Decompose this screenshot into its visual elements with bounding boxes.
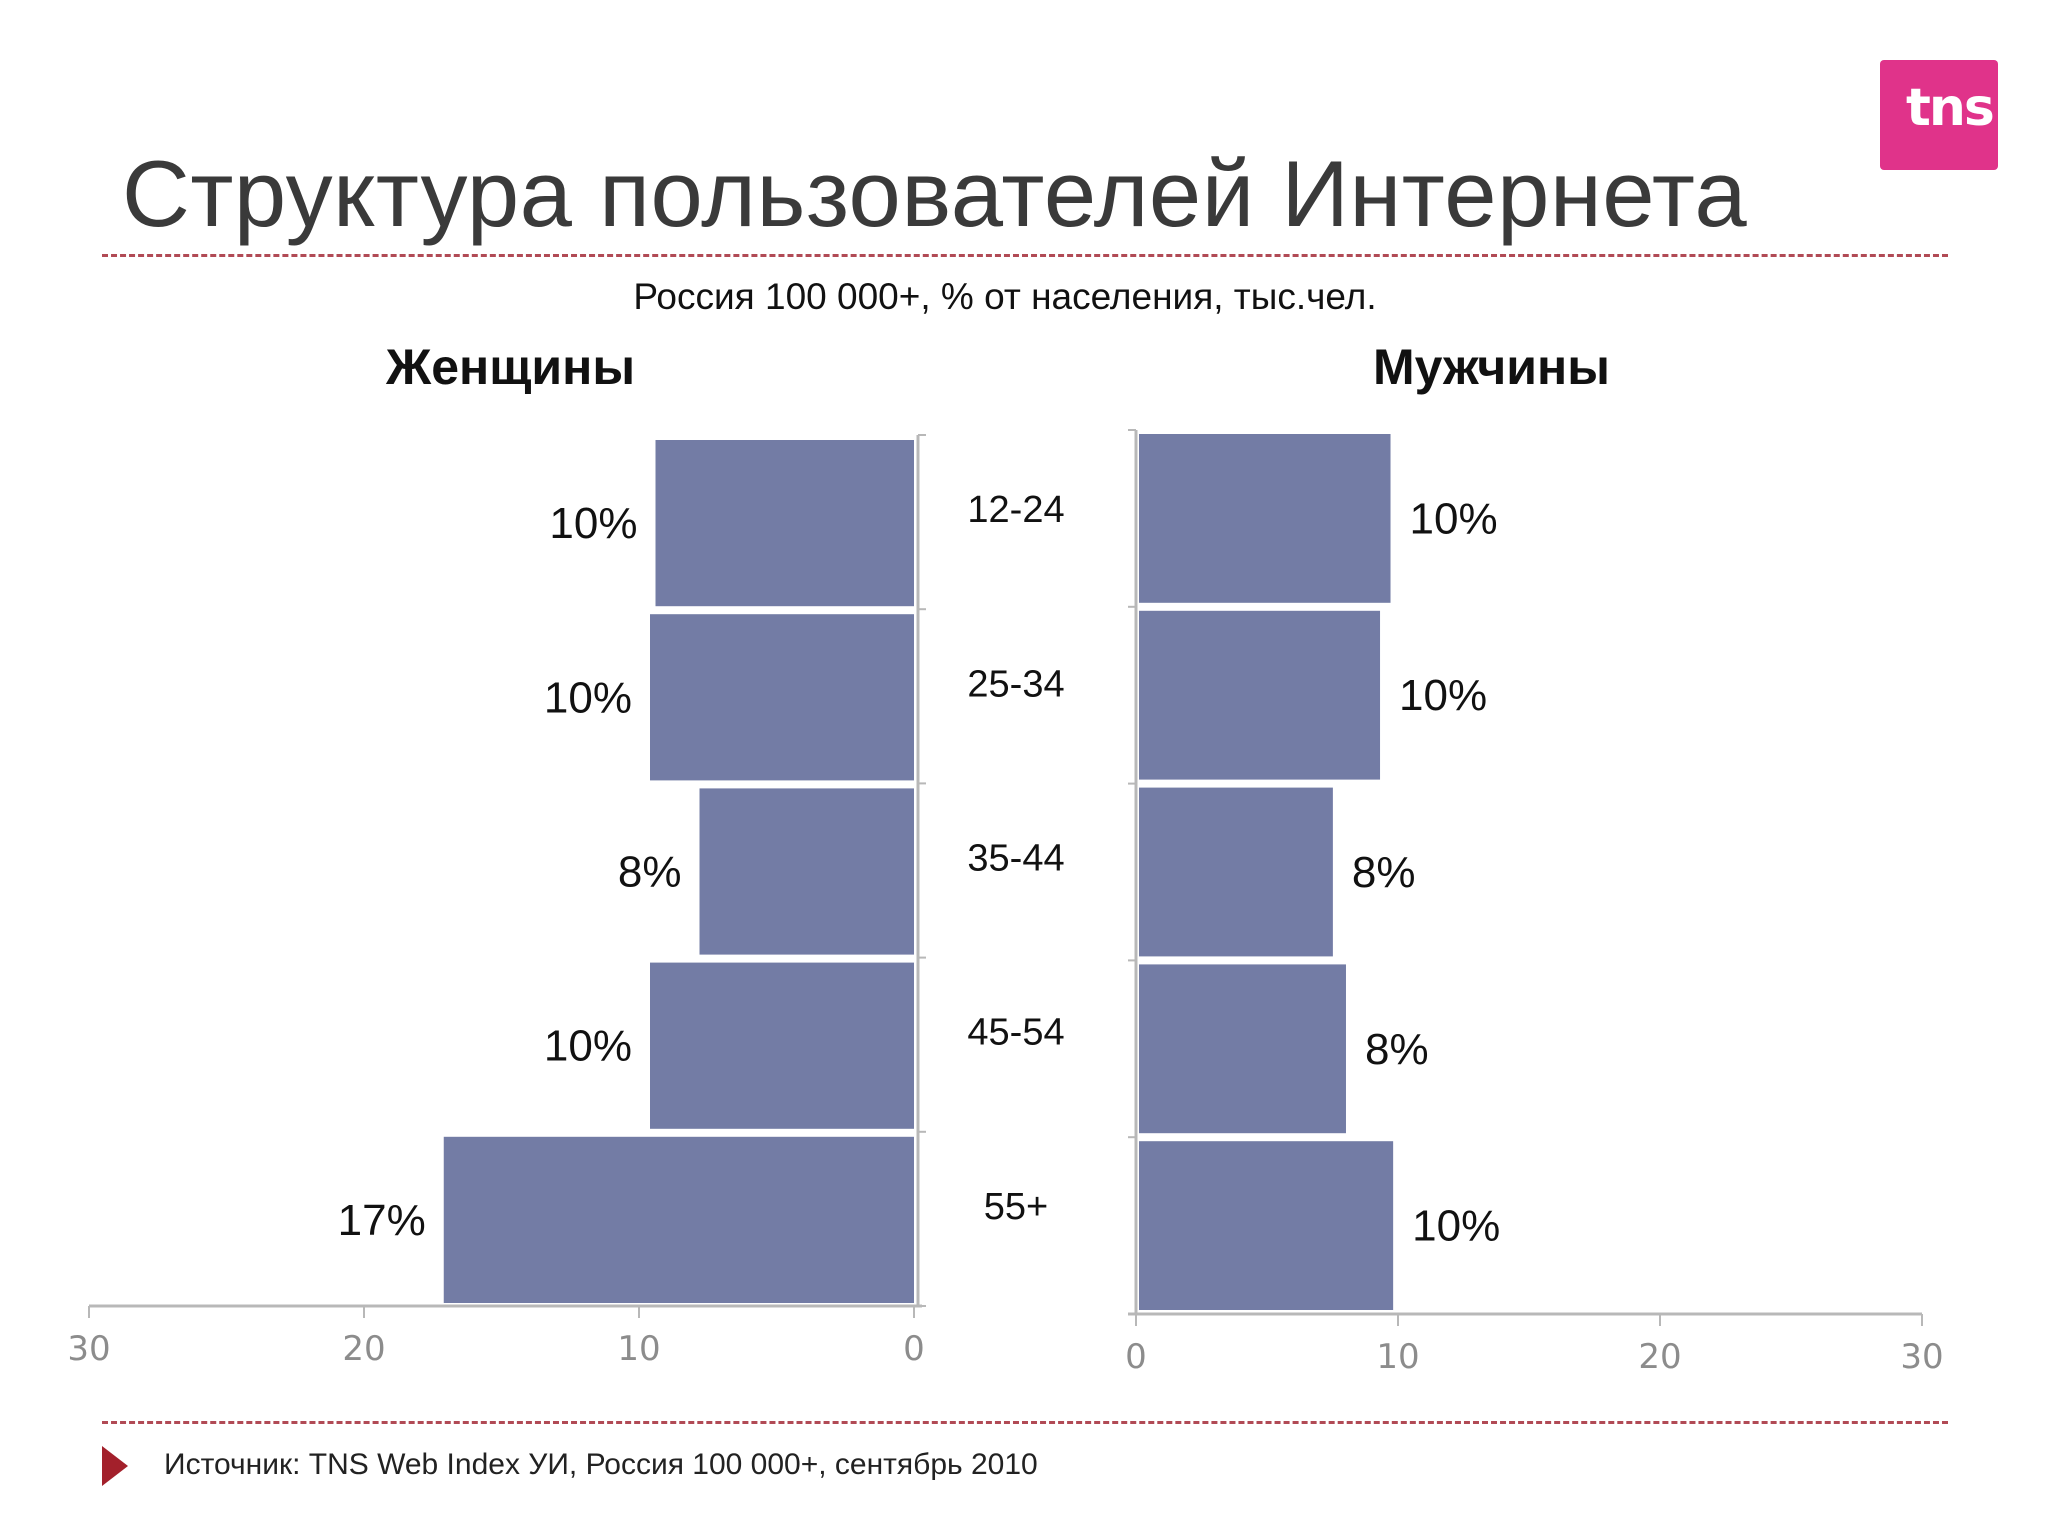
chart-subtitle: Россия 100 000+, % от населения, тыс.чел… bbox=[633, 276, 1377, 317]
men-bar bbox=[1139, 434, 1391, 603]
men-x-tick-label: 30 bbox=[1900, 1337, 1943, 1377]
men-panel-title: Мужчины bbox=[1373, 339, 1610, 395]
tns-logo: tns bbox=[1880, 60, 1998, 170]
men-bar bbox=[1139, 787, 1333, 957]
women-x-tick-label: 20 bbox=[342, 1329, 385, 1369]
men-bar bbox=[1139, 1141, 1394, 1310]
men-bar bbox=[1139, 610, 1381, 780]
women-data-label: 8% bbox=[618, 848, 682, 897]
men-x-tick-label: 10 bbox=[1376, 1337, 1419, 1377]
men-data-label: 8% bbox=[1365, 1025, 1429, 1074]
women-data-label: 10% bbox=[544, 1022, 632, 1071]
men-data-label: 10% bbox=[1399, 671, 1487, 720]
women-panel-title: Женщины bbox=[386, 339, 636, 395]
women-bar bbox=[650, 614, 914, 781]
slide-title: Структура пользователей Интернета bbox=[122, 141, 1748, 246]
age-group-label: 35-44 bbox=[967, 838, 1064, 880]
footer-divider bbox=[102, 1421, 1948, 1424]
women-data-label: 10% bbox=[549, 499, 637, 548]
men-x-tick-label: 0 bbox=[1125, 1337, 1147, 1377]
age-group-label: 45-54 bbox=[967, 1012, 1064, 1054]
men-x-tick-label: 20 bbox=[1638, 1337, 1681, 1377]
title-divider bbox=[102, 254, 1948, 257]
men-bar bbox=[1139, 964, 1346, 1134]
women-x-tick-label: 30 bbox=[67, 1329, 110, 1369]
age-group-label: 12-24 bbox=[967, 489, 1064, 531]
women-bar bbox=[699, 788, 914, 955]
source-text: Источник: TNS Web Index УИ, Россия 100 0… bbox=[164, 1448, 1038, 1481]
age-group-label: 55+ bbox=[984, 1186, 1048, 1228]
men-data-label: 10% bbox=[1412, 1202, 1500, 1251]
source-arrow-icon bbox=[102, 1446, 128, 1486]
women-bar bbox=[655, 440, 914, 607]
age-group-label: 25-34 bbox=[967, 663, 1064, 705]
women-data-label: 17% bbox=[338, 1196, 426, 1245]
women-data-label: 10% bbox=[544, 673, 632, 722]
women-x-tick-label: 0 bbox=[903, 1329, 925, 1369]
men-data-label: 8% bbox=[1352, 848, 1416, 897]
women-bar bbox=[650, 962, 914, 1129]
women-bar bbox=[443, 1136, 914, 1303]
logo-text: tns bbox=[1906, 78, 1995, 138]
men-data-label: 10% bbox=[1410, 494, 1498, 543]
women-x-tick-label: 10 bbox=[617, 1329, 660, 1369]
